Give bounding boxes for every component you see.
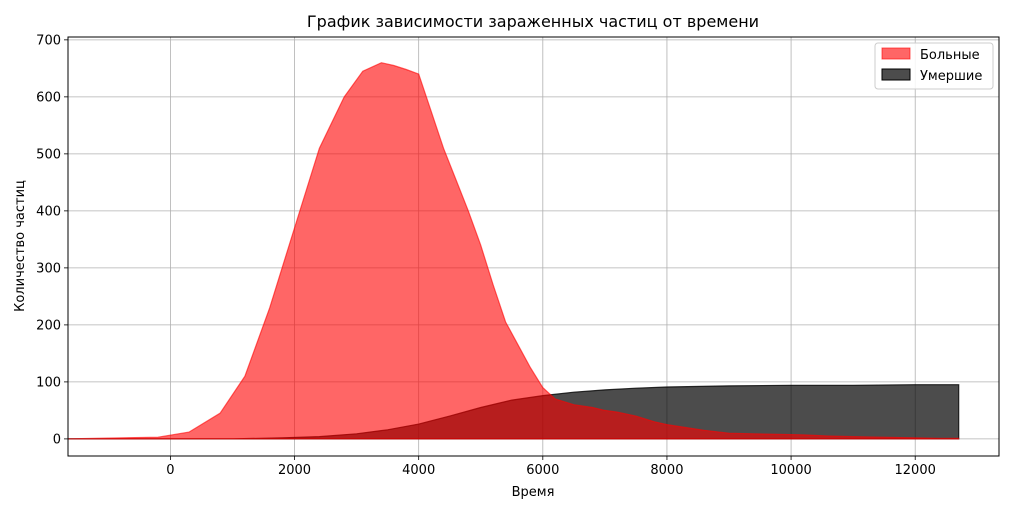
y-tick-label: 500 [36,147,61,162]
y-axis-label: Количество частиц [13,180,28,312]
x-axis-label: Время [512,485,555,500]
legend-label-dead: Умершие [920,69,982,84]
y-tick-label: 400 [36,204,61,219]
x-tick-label: 2000 [278,463,311,478]
legend: Больные Умершие [874,42,994,90]
y-tick-label: 600 [36,90,61,105]
ticks: 0 2000 4000 6000 8000 10000 12000 0 100 200 300 400… [36,33,936,478]
y-tick-label: 300 [36,261,61,276]
x-tick-label: 10000 [770,463,811,478]
y-tick-label: 100 [36,375,61,390]
x-tick-label: 8000 [650,463,683,478]
legend-swatch-dead [881,68,911,81]
legend-label-sick: Больные [920,48,980,63]
series-area-sick [67,62,960,440]
series-layer [67,62,960,440]
y-tick-label: 0 [53,432,61,447]
y-tick-label: 700 [36,33,61,48]
chart-title: График зависимости зараженных частиц от … [307,12,759,31]
x-tick-label: 12000 [895,463,936,478]
x-tick-label: 6000 [526,463,559,478]
x-tick-label: 0 [166,463,174,478]
legend-swatch-sick [881,47,911,60]
x-tick-label: 4000 [402,463,435,478]
plot-frame [67,36,1000,457]
y-tick-label: 200 [36,318,61,333]
